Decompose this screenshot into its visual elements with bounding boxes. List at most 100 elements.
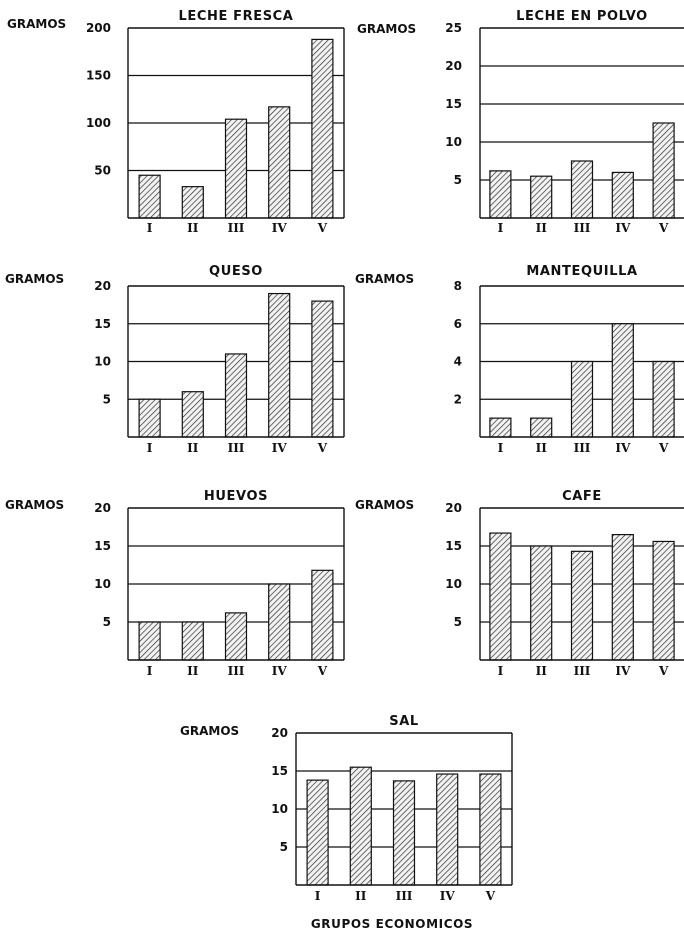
- bar-leche-en-polvo-v: [652, 122, 675, 219]
- bar-cafe-iv: [611, 533, 634, 661]
- y-axis-label: GRAMOS: [180, 724, 239, 738]
- x-tick-label: IV: [272, 221, 288, 235]
- x-tick-label: V: [317, 221, 328, 235]
- y-tick-label: 50: [94, 164, 111, 178]
- bar-mantequilla-ii: [530, 417, 553, 438]
- chart-title: SAL: [389, 714, 419, 729]
- x-axis-group-label: GRUPOS ECONOMICOS: [311, 917, 473, 931]
- y-tick-label: 150: [86, 69, 111, 83]
- chart-title: MANTEQUILLA: [526, 264, 637, 279]
- y-tick-label: 4: [454, 355, 462, 369]
- y-tick-label: 15: [271, 764, 288, 778]
- y-tick-label: 20: [445, 501, 462, 515]
- x-tick-label: IV: [615, 664, 631, 678]
- bar-queso-v: [311, 300, 334, 438]
- y-tick-label: 20: [445, 59, 462, 73]
- y-tick-label: 5: [280, 840, 288, 854]
- y-tick-label: 15: [94, 317, 111, 331]
- bar-mantequilla-iv: [611, 323, 634, 438]
- bar-huevos-i: [138, 621, 161, 661]
- y-tick-label: 15: [445, 539, 462, 553]
- x-tick-label: V: [658, 221, 669, 235]
- x-tick-label: II: [187, 221, 199, 235]
- bar-sal-iv: [436, 773, 459, 886]
- bar-mantequilla-v: [652, 360, 675, 438]
- x-tick-label: IV: [440, 889, 456, 903]
- y-tick-label: 20: [94, 501, 111, 515]
- y-tick-label: 15: [94, 539, 111, 553]
- x-tick-label: III: [228, 664, 245, 678]
- x-tick-label: II: [536, 441, 548, 455]
- x-tick-label: IV: [272, 441, 288, 455]
- y-axis-label: GRAMOS: [355, 272, 414, 286]
- bar-huevos-iii: [224, 612, 248, 661]
- y-tick-label: 15: [445, 97, 462, 111]
- y-tick-label: 10: [271, 802, 288, 816]
- chart-title: LECHE EN POLVO: [516, 9, 648, 24]
- y-tick-label: 25: [445, 21, 462, 35]
- y-axis-label: GRAMOS: [5, 272, 64, 286]
- y-axis-label: GRAMOS: [355, 498, 414, 512]
- y-tick-label: 10: [94, 577, 111, 591]
- x-tick-label: I: [147, 664, 153, 678]
- y-tick-label: 2: [454, 392, 462, 406]
- y-tick-label: 5: [103, 392, 111, 406]
- y-tick-label: 200: [86, 21, 111, 35]
- y-tick-label: 20: [94, 279, 111, 293]
- x-tick-label: I: [147, 221, 153, 235]
- chart-title: HUEVOS: [204, 489, 268, 504]
- bar-sal-ii: [349, 766, 372, 886]
- x-tick-label: IV: [615, 221, 631, 235]
- bar-leche-fresca-ii: [181, 186, 204, 219]
- x-tick-label: V: [317, 664, 328, 678]
- bar-leche-en-polvo-i: [489, 170, 512, 219]
- y-tick-label: 10: [94, 355, 111, 369]
- y-tick-label: 10: [445, 577, 462, 591]
- y-tick-label: 10: [445, 135, 462, 149]
- x-tick-label: IV: [615, 441, 631, 455]
- x-tick-label: IV: [272, 664, 288, 678]
- x-tick-label: V: [317, 441, 328, 455]
- x-tick-label: II: [536, 664, 548, 678]
- bar-cafe-v: [652, 540, 675, 661]
- chart-title: LECHE FRESCA: [179, 9, 294, 24]
- bar-queso-iii: [224, 353, 248, 438]
- bar-leche-en-polvo-iii: [570, 160, 594, 219]
- bar-leche-fresca-i: [138, 174, 161, 219]
- bar-cafe-i: [489, 532, 512, 661]
- bar-queso-iv: [268, 292, 291, 438]
- x-tick-label: II: [187, 664, 199, 678]
- y-tick-label: 6: [454, 317, 462, 331]
- x-tick-label: I: [498, 664, 504, 678]
- y-tick-label: 20: [271, 726, 288, 740]
- x-tick-label: I: [498, 221, 504, 235]
- x-tick-label: III: [228, 221, 245, 235]
- y-tick-label: 8: [454, 279, 462, 293]
- bar-huevos-v: [311, 569, 334, 661]
- y-axis-label: GRAMOS: [357, 22, 416, 36]
- bar-mantequilla-i: [489, 417, 512, 438]
- x-tick-label: III: [574, 221, 591, 235]
- bar-sal-v: [479, 773, 502, 886]
- bar-cafe-iii: [570, 550, 594, 661]
- bar-leche-fresca-iii: [224, 118, 248, 219]
- y-tick-label: 5: [103, 615, 111, 629]
- bar-mantequilla-iii: [570, 360, 594, 438]
- x-tick-label: V: [485, 889, 496, 903]
- bar-leche-en-polvo-ii: [530, 175, 553, 219]
- x-tick-label: II: [536, 221, 548, 235]
- chart-title: CAFE: [562, 489, 602, 504]
- y-tick-label: 5: [454, 615, 462, 629]
- x-tick-label: V: [658, 441, 669, 455]
- y-axis-label: GRAMOS: [5, 498, 64, 512]
- y-tick-label: 100: [86, 116, 111, 130]
- bar-huevos-iv: [268, 583, 291, 661]
- bar-leche-fresca-iv: [268, 106, 291, 219]
- x-tick-label: II: [187, 441, 199, 455]
